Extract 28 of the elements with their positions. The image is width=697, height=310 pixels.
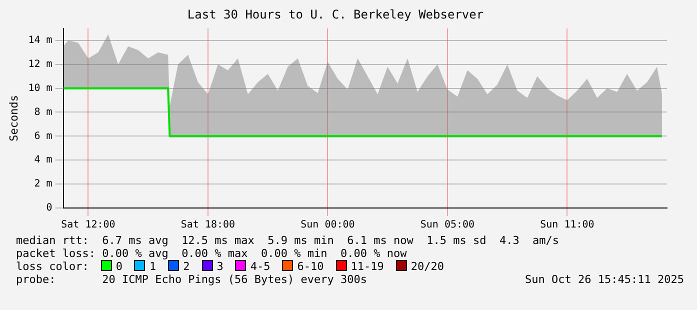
x-tick-label: Sun 11:00: [540, 220, 594, 231]
y-tick-label: 14 m: [28, 34, 52, 46]
text: probe: 20 ICMP Echo Pings (56 Bytes) every 300s: [16, 273, 367, 286]
y-tick-label: 4 m: [34, 154, 52, 166]
x-tick-label: Sat 18:00: [180, 220, 236, 231]
text: Sun Oct 26 15:45:11 2025: [525, 273, 684, 286]
chart-title: Last 30 Hours to U. C. Berkeley Webserver: [187, 7, 484, 22]
y-tick-label: 10 m: [28, 82, 52, 94]
text: 0: [116, 260, 122, 273]
y-axis-title: Seconds: [7, 95, 20, 142]
x-tick-label: Sun 05:00: [420, 220, 475, 231]
text: 4-5: [250, 260, 270, 273]
y-tick-label: 6 m: [34, 130, 52, 142]
x-tick-label: Sun 00:00: [300, 220, 355, 231]
text: median rtt: 6.7 ms avg 12.5 ms max 5.9 ms min 6.1 ms now 1.5 ms sd 4.3 am/s: [16, 234, 560, 247]
text: loss color:: [16, 260, 89, 273]
text: 3: [216, 260, 224, 273]
text: 2: [183, 260, 190, 273]
text: 1: [149, 260, 156, 273]
text: 11-19: [350, 260, 384, 273]
text: packet loss: 0.00 % avg 0.00 % max 0.00 % min 0.00 % now: [16, 247, 407, 260]
text: 20/20: [410, 260, 444, 273]
text: 6-10: [297, 260, 324, 273]
y-tick-label: 0: [46, 202, 52, 214]
y-tick-label: 2 m: [34, 178, 52, 190]
x-tick-label: Sat 12:00: [61, 220, 116, 231]
y-tick-label: 8 m: [34, 106, 52, 118]
y-tick-label: 12 m: [28, 58, 52, 70]
